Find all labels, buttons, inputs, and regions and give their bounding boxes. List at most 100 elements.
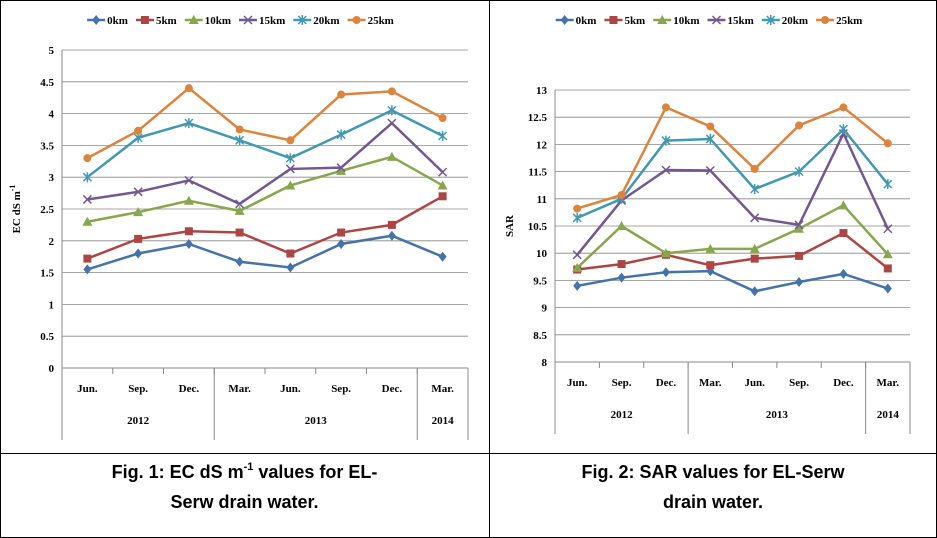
marker	[184, 227, 193, 236]
marker	[337, 228, 346, 237]
y-tick-label: 2.5	[40, 204, 54, 216]
legend-marker	[92, 15, 101, 25]
y-tick-label: 10	[536, 248, 548, 260]
marker	[134, 234, 143, 243]
y-tick-label: 1	[49, 299, 55, 311]
y-tick-label: 12	[536, 139, 548, 151]
caption: Serw drain water.	[170, 492, 318, 512]
series-line	[577, 231, 889, 271]
legend-label: 20km	[782, 15, 808, 27]
marker	[83, 154, 92, 163]
marker	[750, 254, 759, 263]
marker	[386, 151, 397, 161]
series-line	[86, 195, 444, 260]
x-tick-label: Dec.	[833, 377, 854, 389]
marker	[750, 286, 759, 297]
x-tick-label: Mar.	[431, 383, 454, 395]
y-tick-label: 3.5	[40, 140, 54, 152]
y-tick-label: 3	[49, 172, 55, 184]
marker	[706, 261, 715, 270]
legend-marker	[711, 15, 722, 25]
marker	[795, 251, 804, 260]
legend-marker	[609, 16, 618, 24]
y-tick-label: 9.5	[533, 275, 547, 287]
marker	[235, 256, 244, 267]
caption-text: Fig. 2: SAR values for EL-Serw	[581, 462, 845, 482]
marker	[706, 122, 715, 131]
x-tick-label: Dec.	[179, 383, 200, 395]
caption-text: Serw drain water.	[170, 492, 318, 512]
x-tick-label: Jun.	[567, 377, 588, 389]
x-group-label: 2012	[127, 415, 150, 427]
marker	[438, 167, 448, 177]
y-tick-label: 12.5	[528, 112, 548, 124]
marker	[286, 262, 295, 273]
marker	[438, 192, 447, 201]
y-tick-label: 13	[536, 85, 548, 97]
series-line	[87, 121, 444, 206]
y-tick-label: 5	[49, 45, 55, 57]
marker	[617, 272, 626, 283]
marker	[438, 130, 448, 141]
marker	[794, 220, 804, 230]
marker	[795, 277, 804, 288]
marker	[617, 260, 626, 269]
y-tick-label: 11.5	[528, 167, 547, 179]
marker	[133, 187, 143, 197]
marker	[134, 126, 143, 135]
y-tick-label: 4.5	[40, 77, 54, 89]
x-tick-label: Jun.	[77, 383, 98, 395]
legend: 0km 5km 10km 15km 20km 25km	[87, 15, 394, 27]
y-tick-label: 0	[49, 363, 55, 375]
marker	[705, 165, 715, 176]
marker	[794, 223, 805, 233]
marker	[838, 200, 849, 210]
marker	[134, 248, 143, 259]
marker	[336, 163, 346, 173]
caption-text: values for EL-	[253, 462, 377, 482]
x-tick-label: Mar.	[877, 377, 900, 389]
series-line	[87, 234, 444, 271]
marker	[184, 238, 193, 249]
y-axis-label-sup: -1	[8, 185, 17, 192]
marker	[705, 243, 716, 253]
legend-marker	[188, 15, 199, 24]
marker	[285, 164, 295, 174]
marker	[235, 135, 245, 146]
series-line	[576, 203, 889, 269]
x-tick-label: Sep.	[789, 377, 809, 389]
marker	[617, 190, 626, 199]
marker	[336, 129, 346, 140]
series-line	[86, 109, 444, 179]
marker	[883, 283, 892, 294]
legend-marker	[297, 15, 307, 25]
marker	[387, 220, 396, 229]
marker	[438, 114, 447, 123]
marker	[839, 103, 848, 112]
y-axis-label-text: SAR	[504, 214, 516, 237]
marker	[573, 204, 582, 213]
marker	[387, 118, 397, 128]
marker	[883, 264, 892, 273]
marker	[661, 103, 670, 112]
marker	[750, 184, 760, 195]
marker	[883, 139, 892, 148]
marker	[183, 195, 194, 205]
marker	[286, 136, 295, 145]
legend-label: 5km	[156, 15, 177, 27]
marker	[839, 229, 848, 238]
caption-sup: -1	[244, 461, 254, 473]
x-tick-label: Dec.	[382, 383, 403, 395]
legend-marker	[657, 15, 668, 24]
marker	[285, 180, 296, 190]
series-line	[86, 86, 444, 160]
marker	[387, 87, 396, 96]
marker	[705, 133, 715, 144]
marker	[82, 172, 92, 183]
legend-marker	[560, 15, 569, 25]
series-line	[576, 105, 889, 210]
marker	[883, 224, 893, 234]
legend-label: 25km	[836, 15, 862, 27]
